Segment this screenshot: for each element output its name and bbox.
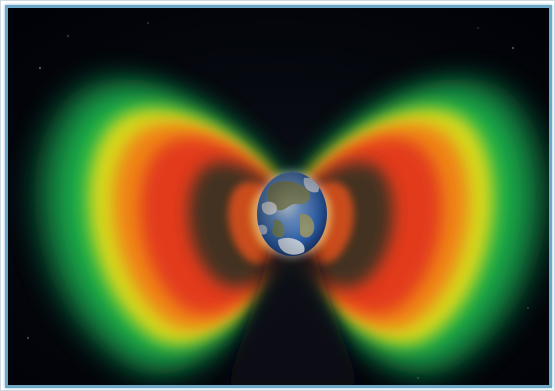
polar-shadow <box>228 248 358 385</box>
stars <box>27 22 529 379</box>
radiation-belts-illustration <box>8 8 549 385</box>
earth <box>255 170 329 258</box>
image-bevel <box>5 5 552 388</box>
